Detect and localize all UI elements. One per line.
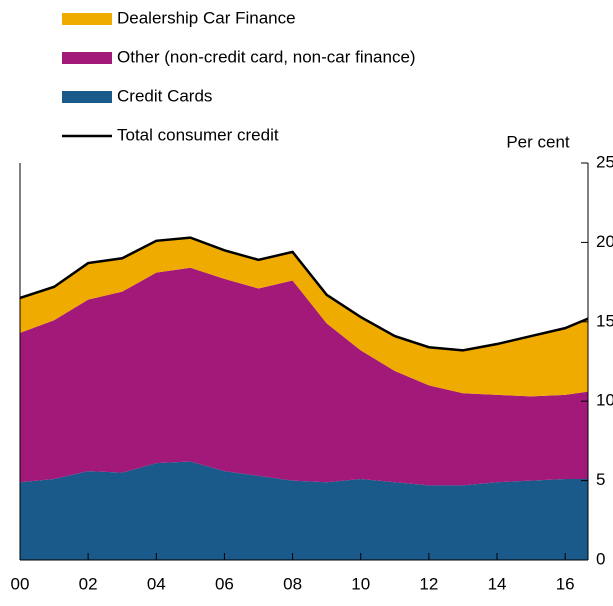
legend-label: Total consumer credit (117, 125, 279, 144)
legend-label: Other (non-credit card, non-car finance) (117, 47, 416, 66)
x-tick-label: 10 (351, 574, 370, 593)
legend-label: Dealership Car Finance (117, 8, 296, 27)
legend-label: Credit Cards (117, 86, 212, 105)
x-tick-label: 16 (556, 574, 575, 593)
y-tick-label: 25 (596, 152, 613, 171)
legend-swatch (62, 91, 112, 103)
area (20, 237, 588, 397)
area (20, 461, 588, 560)
y-tick-label: 5 (596, 470, 605, 489)
x-tick-label: 12 (419, 574, 438, 593)
legend-swatch (62, 52, 112, 64)
legend-swatch (62, 13, 112, 25)
line (19, 236, 589, 352)
x-tick-label: 06 (215, 574, 234, 593)
x-tick-label: 08 (283, 574, 302, 593)
y-tick-label: 15 (596, 311, 613, 330)
area (20, 267, 588, 486)
x-tick-label: 02 (79, 574, 98, 593)
x-tick-label: 14 (488, 574, 507, 593)
x-tick-label: 00 (11, 574, 30, 593)
y-tick-label: 20 (596, 232, 613, 251)
y-tick-label: 0 (596, 549, 605, 568)
y-axis-label: Per cent (506, 132, 570, 151)
x-tick-label: 04 (147, 574, 166, 593)
y-tick-label: 10 (596, 391, 613, 410)
